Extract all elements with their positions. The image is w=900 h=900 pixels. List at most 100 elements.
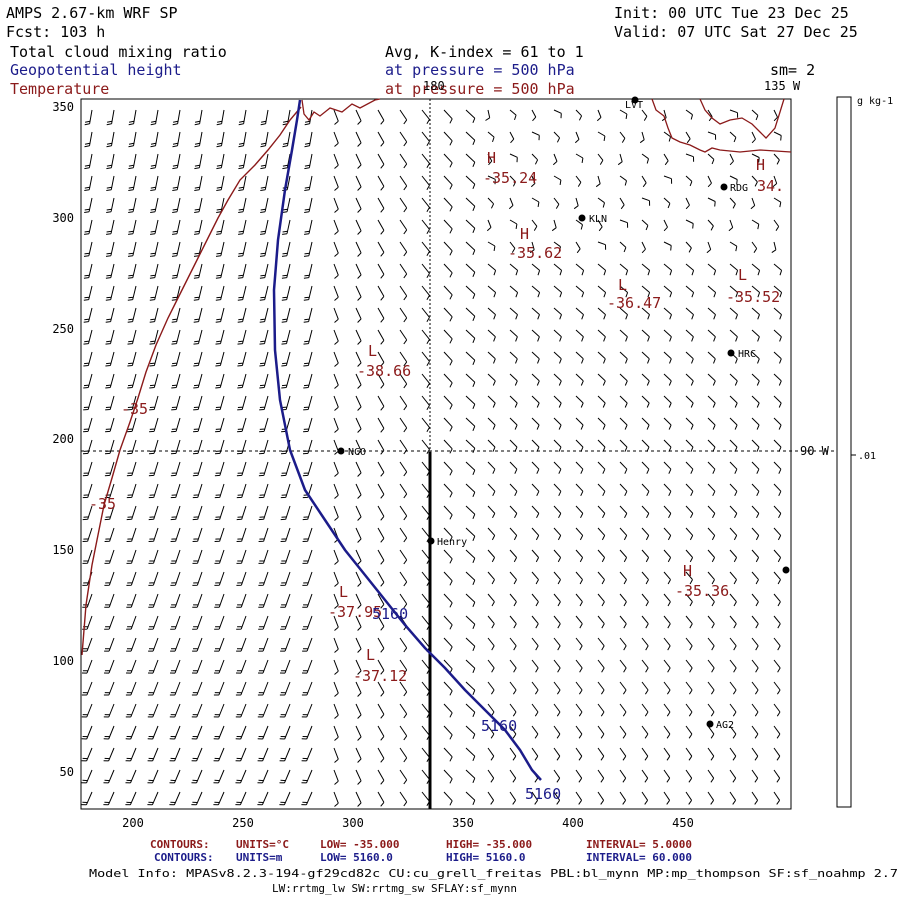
wind-barb bbox=[465, 395, 476, 409]
wind-barb bbox=[171, 329, 181, 345]
wind-barb bbox=[125, 659, 137, 674]
wind-barb bbox=[751, 769, 759, 783]
wind-barb bbox=[486, 219, 492, 232]
wind-barb bbox=[443, 439, 453, 454]
wind-barb bbox=[106, 175, 115, 191]
wind-barb bbox=[421, 373, 430, 388]
wind-barb bbox=[377, 219, 385, 235]
wind-barb bbox=[729, 615, 737, 629]
wind-barb bbox=[707, 659, 715, 673]
wind-barb bbox=[597, 417, 606, 430]
wind-barb bbox=[685, 329, 694, 342]
wind-barb bbox=[333, 681, 339, 697]
wind-barb bbox=[125, 681, 137, 696]
station-marker bbox=[720, 183, 728, 191]
station-marker bbox=[337, 447, 345, 455]
wind-barb bbox=[707, 681, 715, 695]
wind-barb bbox=[127, 395, 137, 411]
wind-barb bbox=[729, 593, 737, 607]
wind-barb bbox=[729, 703, 737, 717]
wind-barb bbox=[663, 329, 672, 342]
wind-barb bbox=[773, 263, 783, 276]
y-tick: 350 bbox=[52, 100, 74, 114]
wind-barb bbox=[333, 659, 339, 675]
wind-barb bbox=[707, 747, 715, 761]
wind-barb bbox=[355, 483, 362, 499]
wind-barb bbox=[103, 747, 115, 762]
wind-barb bbox=[487, 571, 495, 585]
wind-barb bbox=[214, 483, 225, 499]
wind-barb bbox=[553, 307, 562, 320]
wind-barb bbox=[355, 439, 362, 455]
wind-barb bbox=[685, 241, 692, 253]
wind-barb bbox=[216, 153, 225, 170]
wind-barb bbox=[641, 153, 649, 164]
wind-barb bbox=[377, 109, 385, 125]
wind-barb bbox=[619, 791, 627, 805]
wind-barb bbox=[236, 549, 247, 564]
wind-barb bbox=[531, 571, 539, 585]
wind-barb bbox=[280, 593, 291, 608]
footer-contours-interval: INTERVAL= 5.0000 bbox=[586, 838, 692, 851]
wind-barb bbox=[214, 615, 225, 630]
wind-barb bbox=[258, 593, 269, 608]
wind-barb bbox=[597, 351, 606, 364]
wind-barb bbox=[355, 241, 362, 257]
wind-barb bbox=[685, 505, 694, 519]
wind-barb bbox=[529, 241, 535, 254]
wind-barb bbox=[236, 637, 247, 652]
wind-barb bbox=[751, 549, 760, 563]
wind-barb bbox=[399, 791, 408, 807]
wind-barb bbox=[465, 681, 476, 695]
wind-barb bbox=[257, 791, 269, 806]
wind-barb bbox=[751, 329, 760, 342]
wind-barb bbox=[619, 769, 627, 783]
wind-barb bbox=[149, 285, 159, 301]
wind-barb bbox=[148, 593, 159, 608]
wind-barb bbox=[575, 703, 583, 717]
lon-135w-label: 135 W bbox=[764, 79, 801, 93]
wind-barb bbox=[194, 197, 203, 213]
wind-barb bbox=[377, 747, 385, 763]
wind-barb bbox=[149, 307, 159, 323]
wind-barb bbox=[685, 769, 693, 783]
wind-barb bbox=[531, 329, 540, 342]
wind-barb bbox=[443, 285, 453, 300]
wind-barb bbox=[751, 351, 760, 364]
wind-barb bbox=[377, 483, 385, 499]
station-marker bbox=[706, 720, 714, 728]
wind-barb bbox=[771, 241, 777, 254]
wind-barb bbox=[597, 241, 607, 250]
wind-barb bbox=[333, 219, 339, 235]
wind-barb bbox=[399, 197, 408, 213]
wind-barb bbox=[509, 395, 518, 408]
wind-barb bbox=[773, 747, 781, 761]
x-tick: 250 bbox=[232, 816, 254, 830]
wind-barb bbox=[773, 659, 781, 673]
wind-barb bbox=[399, 373, 408, 389]
footer-contours-low: LOW= 5160.0 bbox=[320, 851, 393, 864]
wind-barb bbox=[531, 373, 540, 386]
wind-barb bbox=[641, 725, 649, 739]
wind-barb bbox=[399, 527, 408, 543]
wind-barb bbox=[509, 153, 518, 163]
wind-barb bbox=[377, 417, 385, 433]
wind-barb bbox=[103, 769, 115, 784]
wind-barb bbox=[575, 659, 583, 673]
temperature-contour-minus35 bbox=[81, 106, 302, 656]
wind-barb bbox=[235, 725, 247, 740]
wind-barb bbox=[685, 197, 690, 210]
wind-barb bbox=[597, 505, 606, 519]
wind-barb bbox=[773, 153, 780, 165]
station-label: AG2 bbox=[716, 720, 734, 731]
wind-barb bbox=[685, 615, 693, 629]
wind-barb bbox=[641, 241, 646, 254]
wind-barb bbox=[302, 571, 313, 586]
wind-barb bbox=[148, 505, 159, 521]
wind-barb bbox=[509, 791, 517, 805]
wind-barb bbox=[553, 769, 561, 783]
wind-barb bbox=[399, 637, 408, 653]
wind-barb bbox=[553, 395, 562, 408]
wind-barb bbox=[280, 549, 291, 564]
wind-barb bbox=[303, 329, 313, 345]
